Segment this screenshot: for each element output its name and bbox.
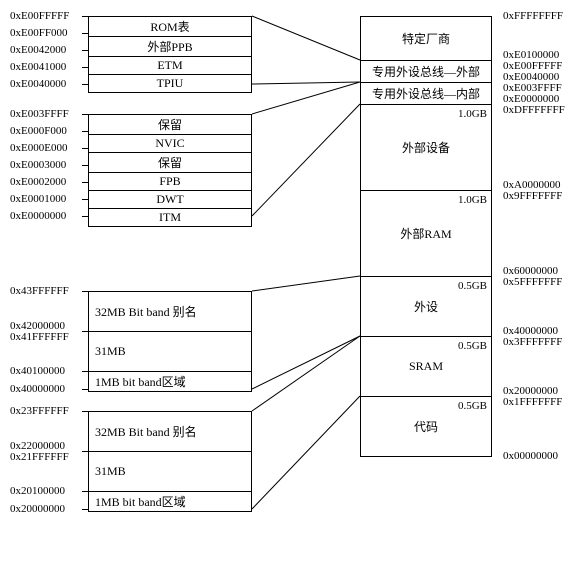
detail-region: NVIC — [89, 135, 252, 153]
bitband-region: 31MB — [89, 452, 252, 492]
address-label: 0xE0041000 — [10, 61, 82, 73]
detail-region: ROM表 — [89, 17, 252, 37]
address-label: 0xE000F000 — [10, 125, 82, 137]
memory-region: SRAM 0.5GB — [361, 337, 492, 397]
address-label: 0x20000000 — [10, 503, 82, 515]
address-label: 0xE00FF000 — [10, 27, 82, 39]
detail-region: 保留 — [89, 115, 252, 135]
address-label: 0xFFFFFFFF — [503, 10, 575, 22]
address-label: 0xE0003000 — [10, 159, 82, 171]
region-label: 外部设备 — [402, 141, 450, 155]
region-label: SRAM — [409, 359, 443, 373]
detail-region: DWT — [89, 191, 252, 209]
region-label: 特定厂商 — [402, 32, 450, 46]
region-size: 0.5GB — [458, 280, 487, 292]
address-label: 0xDFFFFFFF — [503, 104, 575, 116]
bitband-region: 32MB Bit band 别名 — [89, 292, 252, 332]
region-label: 代码 — [414, 420, 438, 434]
left-group-bitband-periph: 32MB Bit band 别名31MB1MB bit band区域 — [88, 291, 252, 392]
left-group-ppb-ext: ROM表外部PPBETMTPIU — [88, 16, 252, 93]
detail-region: ETM — [89, 57, 252, 75]
region-label: 外部RAM — [400, 227, 451, 241]
address-label: 0x41FFFFFF — [10, 331, 82, 343]
address-label: 0xE00FFFFF — [10, 10, 82, 22]
region-label: 专用外设总线—内部 — [372, 87, 480, 101]
detail-region: ITM — [89, 209, 252, 227]
detail-region: 保留 — [89, 153, 252, 173]
address-label: 0xE0000000 — [10, 210, 82, 222]
region-size: 1.0GB — [458, 194, 487, 206]
memory-region: 代码 0.5GB — [361, 397, 492, 457]
region-label: 外设 — [414, 300, 438, 314]
left-group-bitband-sram: 32MB Bit band 别名31MB1MB bit band区域 — [88, 411, 252, 512]
memory-region: 外部设备 1.0GB — [361, 105, 492, 191]
address-label: 0x00000000 — [503, 450, 575, 462]
address-label: 0x3FFFFFFF — [503, 336, 575, 348]
memory-region: 外设 0.5GB — [361, 277, 492, 337]
memory-region: 专用外设总线—外部 — [361, 61, 492, 83]
address-label: 0x5FFFFFFF — [503, 276, 575, 288]
memory-region: 外部RAM 1.0GB — [361, 191, 492, 277]
detail-region: TPIU — [89, 75, 252, 93]
address-label: 0x43FFFFFF — [10, 285, 82, 297]
address-label: 0x9FFFFFFF — [503, 190, 575, 202]
address-label: 0xE0002000 — [10, 176, 82, 188]
bitband-region: 31MB — [89, 332, 252, 372]
address-label: 0xE000E000 — [10, 142, 82, 154]
address-label: 0x23FFFFFF — [10, 405, 82, 417]
left-group-ppb-int: 保留NVIC保留FPBDWTITM — [88, 114, 252, 227]
memory-region: 特定厂商 — [361, 17, 492, 61]
bitband-region: 1MB bit band区域 — [89, 372, 252, 392]
address-label: 0x40000000 — [10, 383, 82, 395]
detail-region: 外部PPB — [89, 37, 252, 57]
detail-region: FPB — [89, 173, 252, 191]
address-label: 0x40100000 — [10, 365, 82, 377]
address-label: 0xE0001000 — [10, 193, 82, 205]
address-label: 0xE0040000 — [10, 78, 82, 90]
region-label: 专用外设总线—外部 — [372, 65, 480, 79]
region-size: 1.0GB — [458, 108, 487, 120]
address-label: 0xE0042000 — [10, 44, 82, 56]
region-size: 0.5GB — [458, 400, 487, 412]
region-size: 0.5GB — [458, 340, 487, 352]
bitband-region: 32MB Bit band 别名 — [89, 412, 252, 452]
address-label: 0x1FFFFFFF — [503, 396, 575, 408]
address-label: 0x20100000 — [10, 485, 82, 497]
memory-region: 专用外设总线—内部 — [361, 83, 492, 105]
address-label: 0xE003FFFF — [10, 108, 82, 120]
address-label: 0x21FFFFFF — [10, 451, 82, 463]
bitband-region: 1MB bit band区域 — [89, 492, 252, 512]
memory-map-main: 特定厂商专用外设总线—外部专用外设总线—内部外部设备 1.0GB 外部RAM 1.0G… — [360, 16, 492, 457]
